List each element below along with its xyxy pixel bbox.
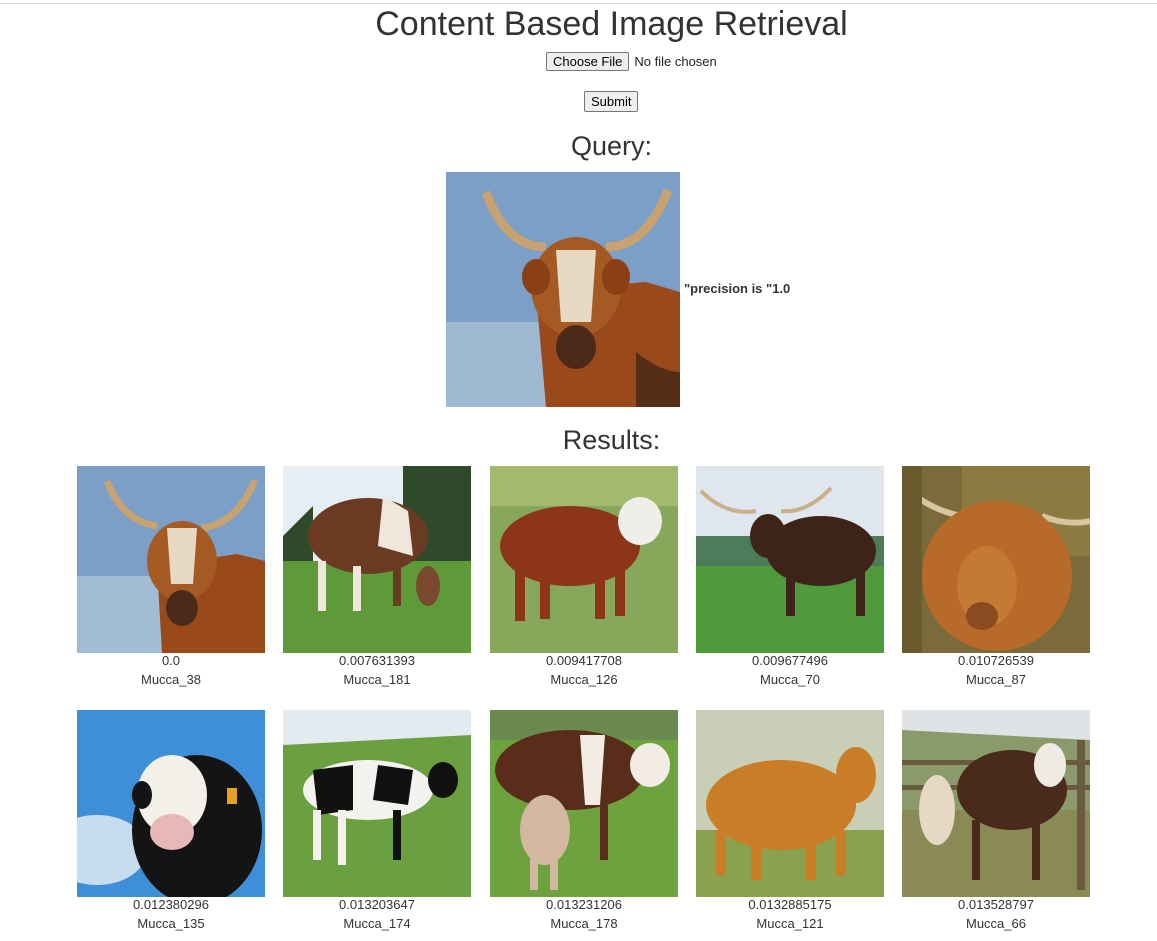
result-image-4[interactable] [696, 466, 884, 653]
result-image-6[interactable] [77, 710, 265, 897]
result-label-8: Mucca_178 [550, 916, 618, 931]
result-image-8[interactable] [490, 710, 678, 897]
results-heading: Results: [562, 425, 661, 455]
result-label-7: Mucca_174 [343, 916, 411, 931]
result-label-6: Mucca_135 [137, 916, 205, 931]
result-image-10[interactable] [902, 710, 1090, 897]
result-image-7[interactable] [283, 710, 471, 897]
result-score-2: 0.007631393 [339, 653, 415, 668]
result-label-4: Mucca_70 [760, 672, 820, 687]
result-image-1[interactable] [77, 466, 265, 653]
choose-file-button[interactable]: Choose File [546, 52, 630, 71]
result-score-1: 0.0 [161, 653, 181, 668]
submit-button[interactable]: Submit [584, 91, 639, 112]
result-image-9[interactable] [696, 710, 884, 897]
result-score-7: 0.013203647 [339, 897, 415, 912]
result-label-9: Mucca_121 [756, 916, 824, 931]
precision-text: "precision is "1.0 [684, 281, 791, 296]
result-label-5: Mucca_87 [966, 672, 1026, 687]
result-label-3: Mucca_126 [550, 672, 618, 687]
result-score-6: 0.012380296 [133, 897, 209, 912]
result-score-3: 0.009417708 [546, 653, 622, 668]
file-upload: Choose File No file chosen [546, 52, 717, 71]
result-score-8: 0.013231206 [546, 897, 622, 912]
query-image [446, 172, 680, 407]
result-label-10: Mucca_66 [966, 916, 1026, 931]
result-image-2[interactable] [283, 466, 471, 653]
result-image-3[interactable] [490, 466, 678, 653]
result-score-9: 0.0132885175 [748, 897, 832, 912]
result-label-2: Mucca_181 [343, 672, 411, 687]
result-score-10: 0.013528797 [958, 897, 1034, 912]
top-border [0, 3, 1157, 4]
result-score-4: 0.009677496 [752, 653, 828, 668]
result-score-5: 0.010726539 [958, 653, 1034, 668]
file-status-text: No file chosen [634, 54, 717, 69]
result-label-1: Mucca_38 [141, 672, 201, 687]
query-heading: Query: [570, 131, 653, 161]
page-title: Content Based Image Retrieval [375, 5, 848, 43]
result-image-5[interactable] [902, 466, 1090, 653]
